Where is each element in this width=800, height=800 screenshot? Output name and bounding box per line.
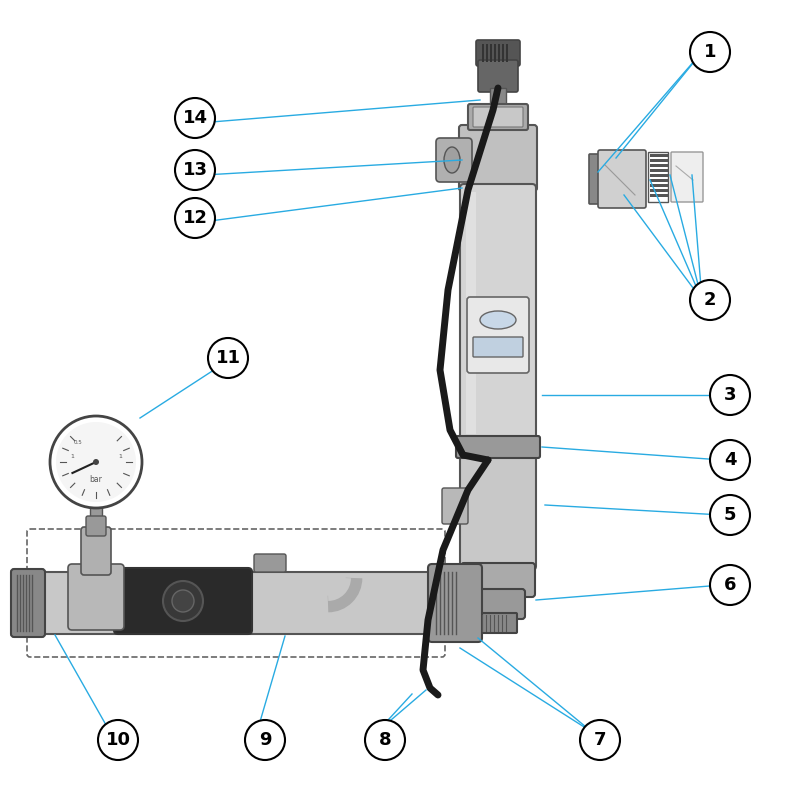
FancyBboxPatch shape: [479, 613, 517, 633]
Circle shape: [56, 422, 136, 502]
FancyBboxPatch shape: [81, 527, 111, 575]
Text: 8: 8: [378, 731, 391, 749]
Text: 14: 14: [182, 109, 207, 127]
FancyBboxPatch shape: [68, 564, 124, 630]
Bar: [650, 164, 668, 167]
Text: 1: 1: [118, 454, 122, 458]
FancyBboxPatch shape: [598, 150, 646, 208]
Text: 0.5: 0.5: [74, 439, 82, 445]
Circle shape: [710, 440, 750, 480]
Text: 3: 3: [724, 386, 736, 404]
Bar: [494, 44, 496, 62]
FancyBboxPatch shape: [86, 516, 106, 536]
FancyBboxPatch shape: [11, 569, 45, 637]
Circle shape: [710, 375, 750, 415]
Ellipse shape: [480, 311, 516, 329]
FancyBboxPatch shape: [254, 554, 286, 572]
FancyBboxPatch shape: [471, 589, 525, 619]
FancyBboxPatch shape: [468, 104, 528, 130]
FancyBboxPatch shape: [436, 138, 472, 182]
Circle shape: [50, 416, 142, 508]
Bar: [650, 169, 668, 172]
Bar: [650, 194, 668, 197]
Text: bar: bar: [90, 475, 102, 485]
Circle shape: [175, 150, 215, 190]
Circle shape: [245, 720, 285, 760]
Text: 12: 12: [182, 209, 207, 227]
Bar: [506, 44, 508, 62]
Text: 9: 9: [258, 731, 271, 749]
FancyBboxPatch shape: [114, 568, 252, 634]
Bar: [482, 44, 484, 62]
Text: 5: 5: [724, 506, 736, 524]
Text: 1: 1: [70, 454, 74, 458]
FancyBboxPatch shape: [476, 40, 520, 66]
FancyBboxPatch shape: [473, 107, 523, 127]
Text: 7: 7: [594, 731, 606, 749]
FancyBboxPatch shape: [442, 488, 468, 524]
Bar: [498, 44, 500, 62]
Ellipse shape: [444, 147, 460, 173]
Bar: [650, 189, 668, 192]
Bar: [486, 44, 488, 62]
FancyBboxPatch shape: [467, 297, 529, 373]
Bar: [650, 159, 668, 162]
FancyBboxPatch shape: [428, 564, 482, 642]
Circle shape: [580, 720, 620, 760]
Bar: [650, 179, 668, 182]
Bar: [650, 154, 668, 157]
Circle shape: [208, 338, 248, 378]
Bar: [648, 152, 668, 202]
Bar: [650, 184, 668, 187]
Circle shape: [690, 32, 730, 72]
Circle shape: [175, 98, 215, 138]
Text: 6: 6: [724, 576, 736, 594]
Text: 1: 1: [704, 43, 716, 61]
Circle shape: [172, 590, 194, 612]
FancyBboxPatch shape: [456, 436, 540, 458]
Circle shape: [710, 565, 750, 605]
Circle shape: [690, 280, 730, 320]
Bar: [90, 500, 102, 530]
FancyBboxPatch shape: [459, 125, 537, 191]
Circle shape: [93, 459, 99, 465]
Bar: [466, 192, 476, 434]
Circle shape: [365, 720, 405, 760]
FancyBboxPatch shape: [473, 337, 523, 357]
Bar: [490, 44, 492, 62]
FancyBboxPatch shape: [460, 452, 536, 570]
Circle shape: [710, 495, 750, 535]
Bar: [502, 44, 504, 62]
FancyBboxPatch shape: [671, 152, 703, 202]
FancyBboxPatch shape: [22, 572, 452, 634]
FancyBboxPatch shape: [460, 184, 536, 442]
Text: 2: 2: [704, 291, 716, 309]
Text: 11: 11: [215, 349, 241, 367]
Circle shape: [163, 581, 203, 621]
Bar: [650, 174, 668, 177]
Text: 10: 10: [106, 731, 130, 749]
Text: 13: 13: [182, 161, 207, 179]
Circle shape: [98, 720, 138, 760]
FancyBboxPatch shape: [461, 563, 535, 597]
Text: 4: 4: [724, 451, 736, 469]
Bar: [490, 88, 506, 108]
FancyBboxPatch shape: [478, 60, 518, 92]
FancyBboxPatch shape: [589, 154, 599, 204]
Circle shape: [175, 198, 215, 238]
